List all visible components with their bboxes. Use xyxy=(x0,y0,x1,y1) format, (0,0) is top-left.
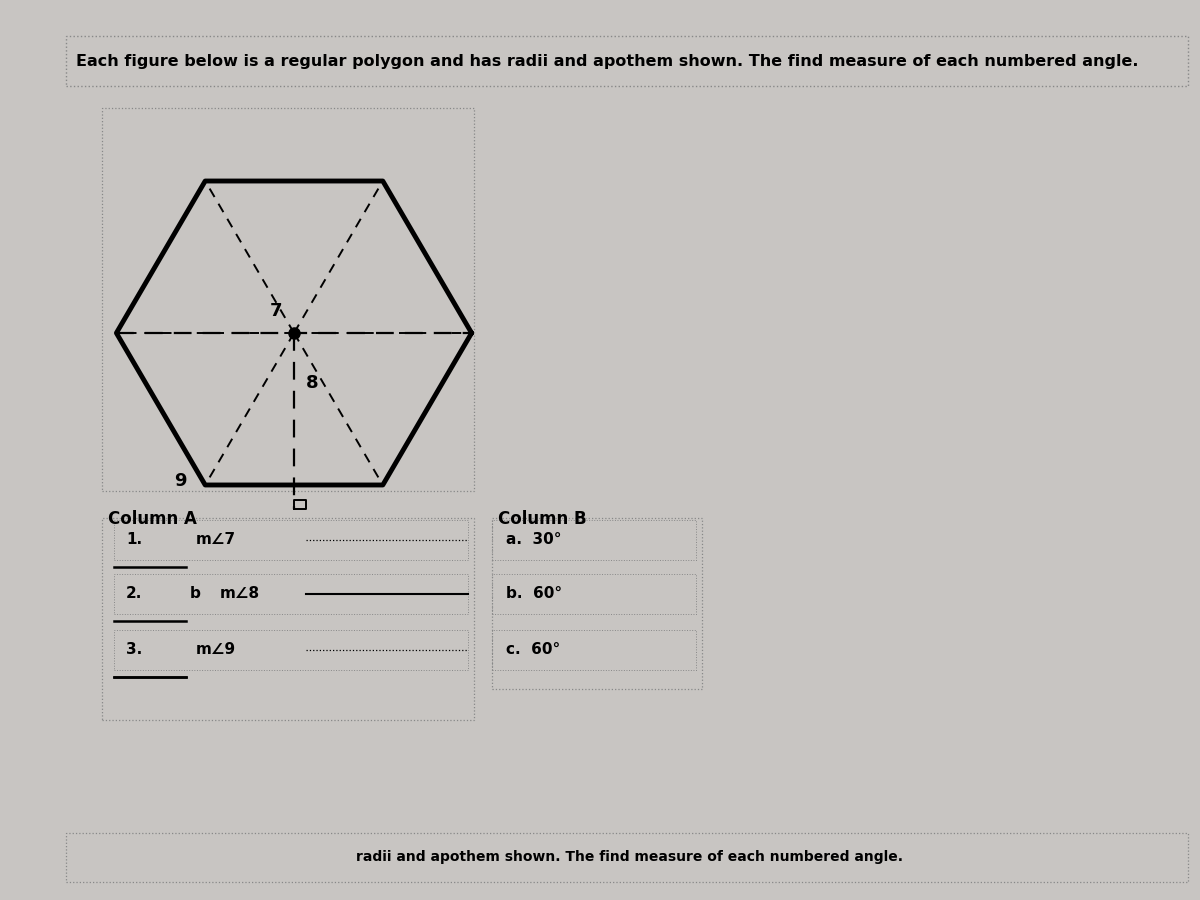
Text: Each figure below is a regular polygon and has radii and apothem shown. The find: Each figure below is a regular polygon a… xyxy=(76,54,1138,68)
Text: m∠7: m∠7 xyxy=(196,533,235,547)
Text: m∠8: m∠8 xyxy=(220,587,259,601)
Text: c.  60°: c. 60° xyxy=(506,643,560,657)
Text: a.  30°: a. 30° xyxy=(506,533,562,547)
Text: 2.: 2. xyxy=(126,587,143,601)
Text: Column B: Column B xyxy=(498,510,587,528)
Text: 8: 8 xyxy=(306,374,318,392)
Text: 9: 9 xyxy=(174,472,186,490)
Text: m∠9: m∠9 xyxy=(196,643,235,657)
Text: 7: 7 xyxy=(270,302,282,319)
Text: 1.: 1. xyxy=(126,533,142,547)
Text: b.  60°: b. 60° xyxy=(506,587,563,601)
Text: 3.: 3. xyxy=(126,643,143,657)
Text: Column A: Column A xyxy=(108,510,197,528)
Text: radii and apothem shown. The find measure of each numbered angle.: radii and apothem shown. The find measur… xyxy=(356,850,904,864)
Text: b: b xyxy=(190,587,200,601)
